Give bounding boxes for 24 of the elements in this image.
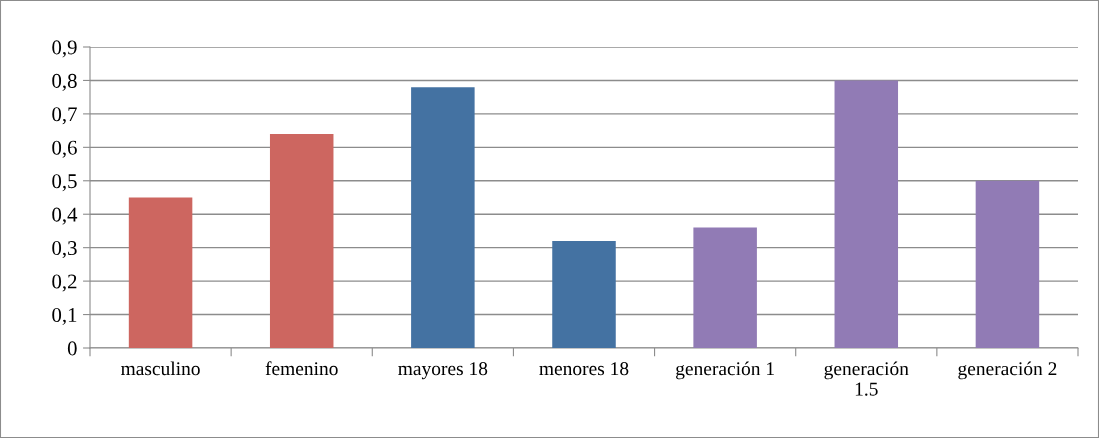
bar bbox=[975, 180, 1040, 348]
bar bbox=[128, 197, 193, 348]
x-tick-label: generación 2 bbox=[958, 361, 1057, 380]
x-tick-label: menores 18 bbox=[539, 362, 629, 376]
y-tick-label: 0,1 bbox=[52, 307, 77, 325]
y-tick-label: 0,3 bbox=[52, 241, 77, 259]
y-tick-label: 0,7 bbox=[52, 107, 77, 125]
x-tick-label: femenino bbox=[265, 361, 338, 376]
bar bbox=[269, 133, 334, 348]
x-tick-label: generación 1 bbox=[676, 361, 774, 380]
bar bbox=[834, 80, 899, 348]
y-tick-label: 0,9 bbox=[52, 40, 77, 58]
y-tick-label: 0,5 bbox=[52, 174, 77, 192]
x-tick-label: generación 1.5 bbox=[824, 361, 909, 396]
y-tick-label: 0 bbox=[67, 341, 77, 356]
bar bbox=[552, 240, 616, 348]
x-tick-label: masculino bbox=[121, 361, 200, 376]
y-tick-label: 0,2 bbox=[52, 274, 77, 292]
bar bbox=[411, 87, 475, 348]
x-tick-label: mayores 18 bbox=[398, 362, 488, 380]
y-tick-label: 0,8 bbox=[52, 73, 77, 91]
y-tick-label: 0,6 bbox=[52, 140, 77, 158]
y-tick-label: 0,4 bbox=[52, 207, 78, 225]
bar bbox=[693, 227, 757, 348]
